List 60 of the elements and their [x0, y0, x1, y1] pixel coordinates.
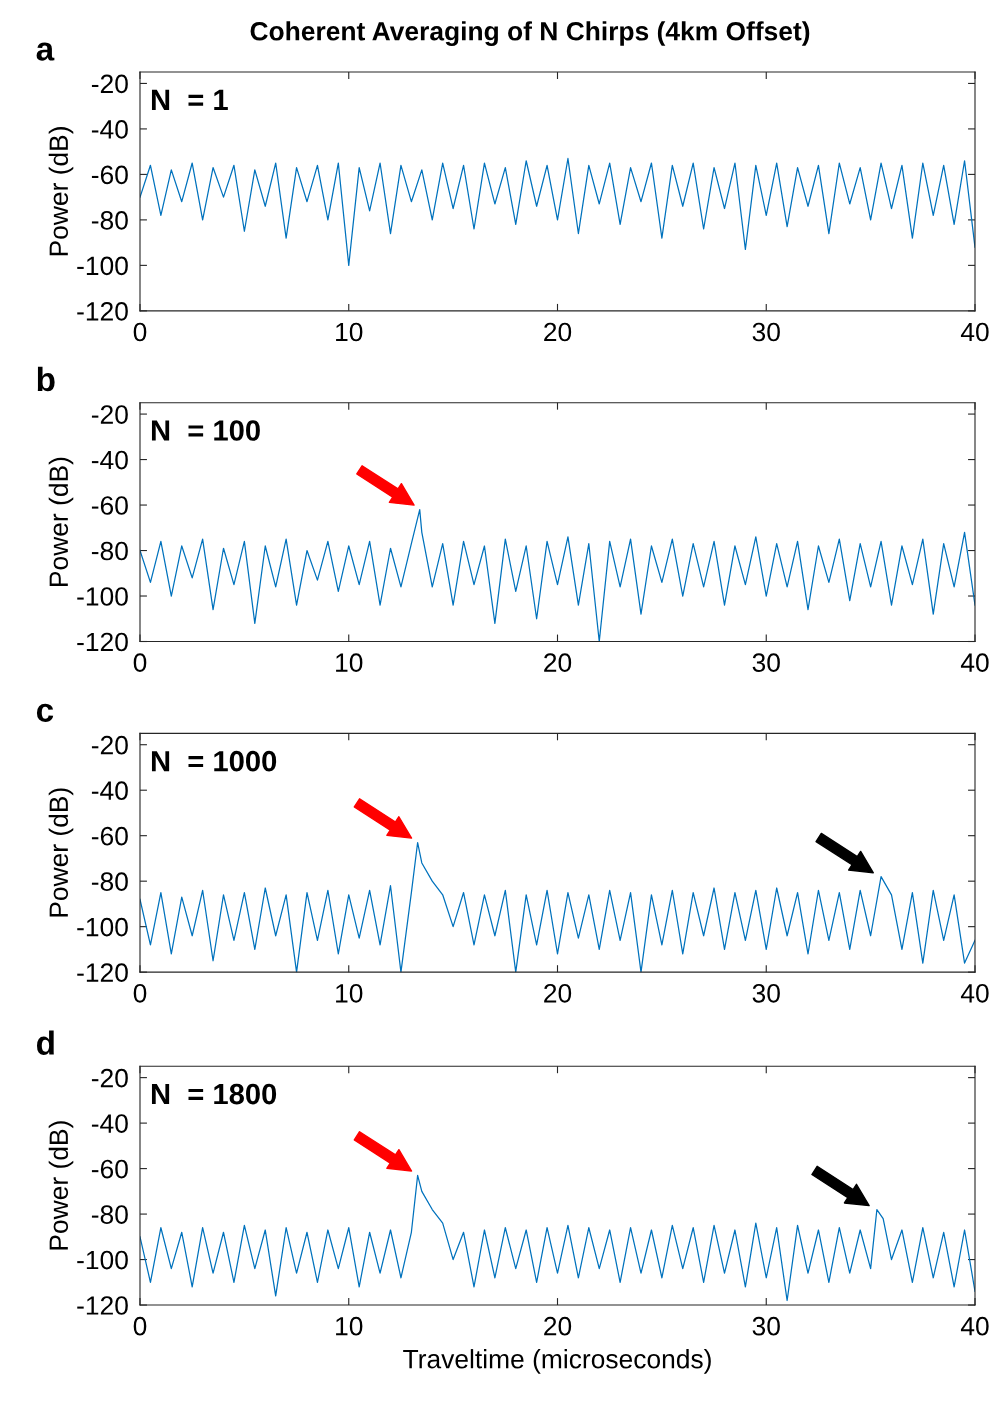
y-axis-title: Power (dB): [48, 127, 74, 256]
text: d: [36, 1030, 54, 1055]
annotation: N = 1: [151, 89, 228, 110]
x-tick-label: 30: [752, 322, 780, 342]
x-tick-label: 40: [960, 322, 989, 342]
y-tick-label: -60: [91, 826, 128, 846]
x-tick-label: 20: [544, 1316, 572, 1336]
text: a: [36, 42, 55, 61]
x-tick-label: 10: [336, 1316, 363, 1336]
x-tick-label: 30: [752, 983, 780, 1003]
y-tick-label: -20: [91, 405, 128, 424]
y-tick-label: -100: [77, 256, 128, 276]
y-axis-title: Power (dB): [48, 788, 74, 917]
y-tick-label: -60: [91, 1159, 128, 1179]
y-tick-label: -40: [91, 781, 128, 801]
x-tick-label: 40: [960, 1316, 989, 1336]
line-series: [140, 157, 975, 266]
x-tick-label: 10: [336, 322, 363, 342]
x-tick-label: 20: [544, 322, 572, 342]
y-tick-label: -60: [91, 165, 128, 185]
x-tick-label: 0: [133, 322, 147, 342]
annotation: N = 1000: [151, 750, 277, 772]
y-tick-label: -40: [91, 450, 128, 470]
y-tick-label: -120: [77, 301, 128, 321]
y-tick-label: -80: [91, 541, 128, 561]
y-tick-label: -120: [77, 963, 128, 982]
line-series: [140, 1174, 975, 1302]
y-tick-label: -80: [91, 1205, 128, 1224]
x-tick-label: 0: [133, 1316, 147, 1336]
x-axis-title: Traveltime (microseconds): [403, 1349, 711, 1374]
x-tick-label: 40: [960, 983, 989, 1003]
text: b: [37, 366, 55, 392]
y-tick-label: -40: [91, 120, 128, 139]
x-tick-label: 30: [752, 1316, 780, 1336]
x-tick-label: 40: [960, 653, 989, 672]
x-tick-label: 0: [133, 653, 147, 672]
x-tick-label: 20: [544, 983, 572, 1003]
y-tick-label: -120: [77, 632, 128, 652]
y-tick-label: -60: [91, 496, 128, 515]
y-tick-label: -20: [91, 1068, 128, 1088]
y-tick-label: -20: [91, 74, 128, 94]
x-tick-label: 10: [336, 653, 363, 672]
y-tick-label: -20: [91, 735, 128, 755]
y-tick-label: -40: [91, 1114, 128, 1133]
y-tick-label: -100: [77, 917, 128, 937]
y-tick-label: -120: [77, 1296, 128, 1315]
chart-title: Coherent Averaging of N Chirps (4km Offset): [250, 21, 810, 46]
y-tick-label: -80: [91, 872, 128, 891]
x-tick-label: 20: [544, 653, 572, 672]
annotation: N = 100: [151, 420, 260, 441]
x-tick-label: 10: [336, 983, 363, 1003]
y-tick-label: -100: [77, 587, 128, 606]
text: c: [36, 703, 54, 722]
x-tick-label: 0: [133, 983, 147, 1003]
y-axis-title: Power (dB): [48, 457, 74, 586]
x-tick-label: 30: [752, 653, 780, 672]
y-tick-label: -100: [77, 1250, 128, 1270]
y-axis-title: Power (dB): [48, 1121, 74, 1250]
annotation: N = 1800: [151, 1083, 277, 1105]
y-tick-label: -80: [91, 211, 128, 230]
